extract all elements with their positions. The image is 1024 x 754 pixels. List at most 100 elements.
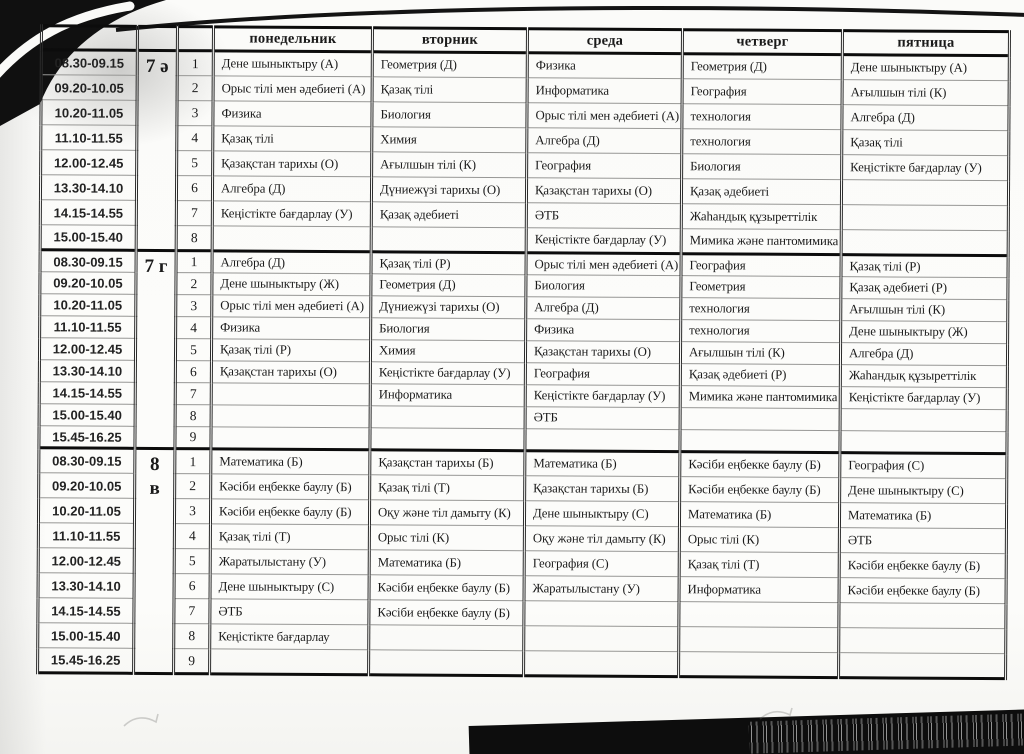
lesson-number-cell: 4 bbox=[175, 316, 212, 339]
subject-cell: Кеңістікте бағдарлау (У) bbox=[841, 154, 1009, 181]
lesson-number-column-header bbox=[177, 26, 214, 51]
subject-cell: Кәсіби еңбекке баулу (Б) bbox=[210, 498, 370, 525]
lesson-number-cell: 1 bbox=[176, 250, 213, 273]
subject-cell: Алгебра (Д) bbox=[212, 250, 372, 274]
subject-cell: Жаратылыстану (У) bbox=[524, 575, 680, 602]
subject-cell: Қазақ тілі bbox=[841, 129, 1009, 156]
subject-cell: Кәсіби еңбекке баулу (Б) bbox=[368, 599, 525, 626]
lesson-number-cell: 1 bbox=[177, 50, 214, 76]
time-cell: 14.15-14.55 bbox=[39, 381, 136, 405]
subject-cell: Кәсіби еңбекке баулу (Б) bbox=[210, 473, 370, 500]
class-label-cell: 7 ә bbox=[136, 50, 178, 251]
subject-cell: Жаратылыстану (У) bbox=[210, 548, 370, 575]
time-cell: 15.00-15.40 bbox=[40, 224, 137, 251]
subject-cell bbox=[679, 429, 841, 453]
time-cell: 15.00-15.40 bbox=[39, 403, 136, 427]
subject-cell: Дене шыныктыру (А) bbox=[842, 54, 1010, 81]
subject-cell: Геометрия bbox=[680, 275, 841, 299]
subject-cell: Орыс тілі (К) bbox=[369, 524, 525, 551]
subject-cell: Химия bbox=[371, 126, 527, 153]
lesson-number-cell: 7 bbox=[175, 382, 212, 405]
subject-cell: Физика bbox=[527, 52, 683, 79]
lesson-number-cell: 5 bbox=[176, 150, 213, 176]
lesson-number-cell: 6 bbox=[176, 175, 213, 201]
subject-cell: Қазақ тілі (Т) bbox=[210, 523, 370, 550]
time-cell: 11.10-11.55 bbox=[40, 124, 137, 151]
time-cell: 09.20-10.05 bbox=[41, 74, 138, 101]
subject-cell: Қазақ тілі (Р) bbox=[211, 338, 371, 362]
time-cell: 11.10-11.55 bbox=[38, 522, 135, 549]
subject-cell bbox=[523, 650, 679, 677]
subject-cell: Қазақ тілі (Р) bbox=[370, 251, 527, 275]
time-cell: 12.00-12.45 bbox=[40, 149, 137, 176]
subject-cell bbox=[371, 226, 527, 253]
subject-cell: Биология bbox=[525, 274, 681, 298]
subject-cell: Кеңістікте бағдарлау (У) bbox=[526, 227, 682, 254]
subject-cell: Қазақ әдебиеті (Р) bbox=[840, 276, 1008, 300]
lesson-number-cell: 9 bbox=[174, 426, 212, 449]
subject-cell: Биология bbox=[371, 101, 528, 128]
subject-cell: Алгебра (Д) bbox=[526, 127, 682, 154]
subject-cell bbox=[841, 179, 1009, 206]
subject-cell: ӘТБ bbox=[209, 598, 370, 625]
time-cell: 15.45-16.25 bbox=[38, 425, 136, 449]
subject-cell: ӘТБ bbox=[525, 406, 681, 430]
subject-cell: Математика (Б) bbox=[369, 549, 525, 576]
subject-cell: Кәсіби еңбекке баулу (Б) bbox=[838, 577, 1007, 604]
subject-cell: Кәсіби еңбекке баулу (Б) bbox=[679, 476, 840, 503]
lesson-number-cell: 4 bbox=[174, 523, 211, 549]
subject-cell: Қазақ әдебиеті (Р) bbox=[680, 363, 841, 387]
lesson-number-cell: 9 bbox=[173, 648, 210, 674]
subject-cell: Дене шыныктыру (С) bbox=[210, 573, 370, 600]
scan-bottom-edge-artifact bbox=[468, 707, 1024, 754]
lesson-number-cell: 1 bbox=[174, 448, 211, 474]
time-cell: 15.00-15.40 bbox=[37, 622, 134, 649]
subject-cell bbox=[211, 382, 371, 406]
lesson-number-cell: 2 bbox=[175, 272, 213, 295]
subject-cell bbox=[523, 625, 679, 652]
day-header-wednesday: среда bbox=[527, 28, 683, 54]
time-cell: 14.15-14.55 bbox=[40, 199, 137, 226]
lesson-number-cell: 8 bbox=[176, 225, 213, 251]
lesson-number-cell: 7 bbox=[173, 598, 211, 624]
subject-cell: Оқу және тіл дамыту (К) bbox=[524, 525, 680, 552]
subject-cell: География (С) bbox=[839, 452, 1007, 479]
timetable-sheet: понедельник вторник среда четверг пятниц… bbox=[36, 24, 1011, 681]
class-column-header bbox=[137, 26, 178, 51]
subject-cell: технология bbox=[680, 319, 841, 343]
subject-cell bbox=[212, 225, 372, 252]
lesson-number-cell: 8 bbox=[173, 623, 210, 649]
subject-cell: Қазақстан тарихы (О) bbox=[212, 150, 372, 177]
subject-cell: Қазақ тілі bbox=[212, 125, 372, 152]
class-label-cell: 7 г bbox=[134, 250, 177, 449]
subject-cell: Жаһандық құзыреттілік bbox=[840, 364, 1008, 388]
time-cell: 13.30-14.10 bbox=[40, 174, 137, 201]
subject-cell: Геометрия (Д) bbox=[372, 51, 528, 78]
subject-cell: Қазақ тілі (Т) bbox=[679, 551, 840, 578]
subject-cell bbox=[210, 426, 371, 450]
subject-cell bbox=[678, 601, 839, 628]
subject-cell bbox=[841, 229, 1009, 256]
time-cell: 13.30-14.10 bbox=[39, 359, 136, 383]
subject-cell: Физика bbox=[211, 316, 371, 340]
subject-cell: Мимика және пантомимика bbox=[681, 228, 842, 255]
subject-cell: География bbox=[525, 362, 681, 386]
time-cell: 12.00-12.45 bbox=[39, 337, 136, 361]
lesson-number-cell: 7 bbox=[176, 200, 213, 226]
subject-cell: Алгебра (Д) bbox=[212, 175, 372, 202]
pencil-mark bbox=[759, 707, 793, 720]
subject-cell: Кәсіби еңбекке баулу (Б) bbox=[679, 451, 840, 478]
subject-cell: Кеңістікте бағдарлау (У) bbox=[840, 386, 1008, 410]
time-cell: 08.30-09.15 bbox=[40, 249, 137, 273]
subject-cell: Дүниежүзі тарихы (О) bbox=[370, 295, 526, 319]
subject-cell: Кеңістікте бағдарлау (У) bbox=[212, 200, 372, 227]
subject-cell bbox=[369, 427, 526, 451]
subject-cell: Алгебра (Д) bbox=[840, 342, 1008, 366]
time-cell: 10.20-11.05 bbox=[39, 293, 136, 317]
subject-cell: Жаһандық құзыреттілік bbox=[681, 203, 842, 230]
subject-cell: Қазақстан тарихы (О) bbox=[526, 177, 682, 204]
subject-cell: Дүниежүзі тарихы (О) bbox=[371, 176, 527, 203]
subject-cell: Ағылшын тілі (К) bbox=[680, 341, 841, 365]
subject-cell: Математика (Б) bbox=[679, 501, 840, 528]
lesson-number-cell: 2 bbox=[177, 75, 214, 101]
